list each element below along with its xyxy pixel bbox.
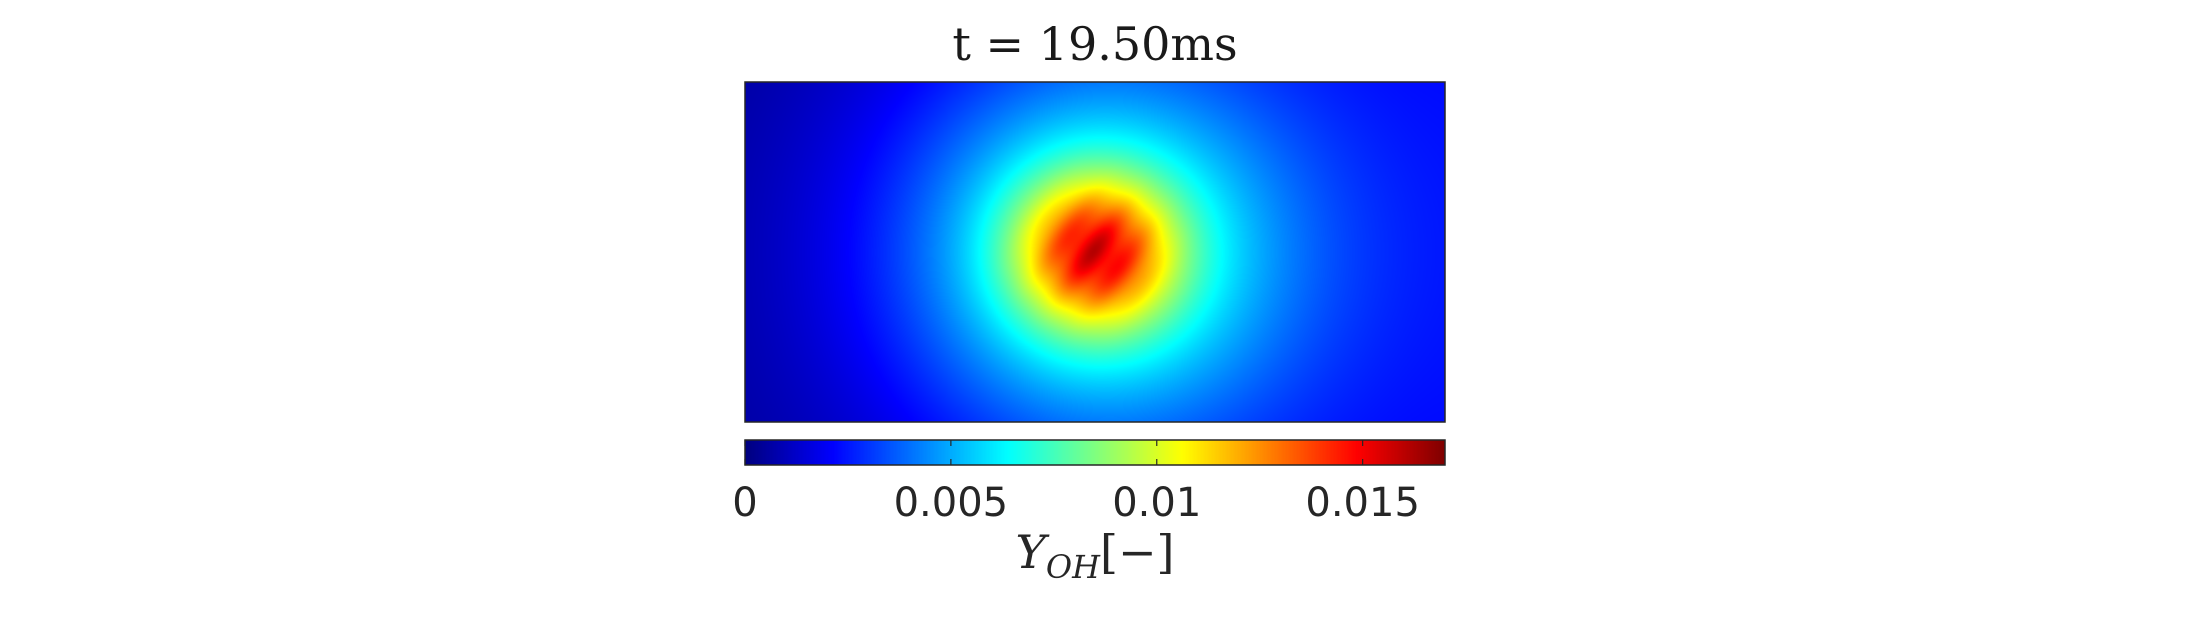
colorbar-label-main: Y: [1016, 525, 1051, 579]
colorbar-tick-label: 0.005: [894, 480, 1009, 526]
colorbar-label-sub: OH: [1046, 548, 1101, 586]
colorbar-ticks: [744, 440, 1364, 465]
heatmap-image: [745, 82, 1445, 422]
chart-title: t = 19.50ms: [952, 17, 1237, 71]
colorbar-gradient: [745, 440, 1445, 465]
colorbar-tick-label: 0.015: [1305, 480, 1420, 526]
colorbar-tick-labels: 0 0.005 0.01 0.015: [732, 480, 1420, 526]
heatmap-area: [744, 81, 1446, 423]
colorbar-frame: [744, 439, 1446, 466]
plot-frame: [744, 81, 1446, 423]
colorbar-tick-label: 0.01: [1112, 480, 1201, 526]
colorbar-label: YOH[−]: [1016, 525, 1175, 586]
colorbar: 0 0.005 0.01 0.015: [732, 439, 1446, 526]
colorbar-label-unit: [−]: [1100, 525, 1174, 579]
colorbar-tick-label: 0: [732, 480, 757, 526]
